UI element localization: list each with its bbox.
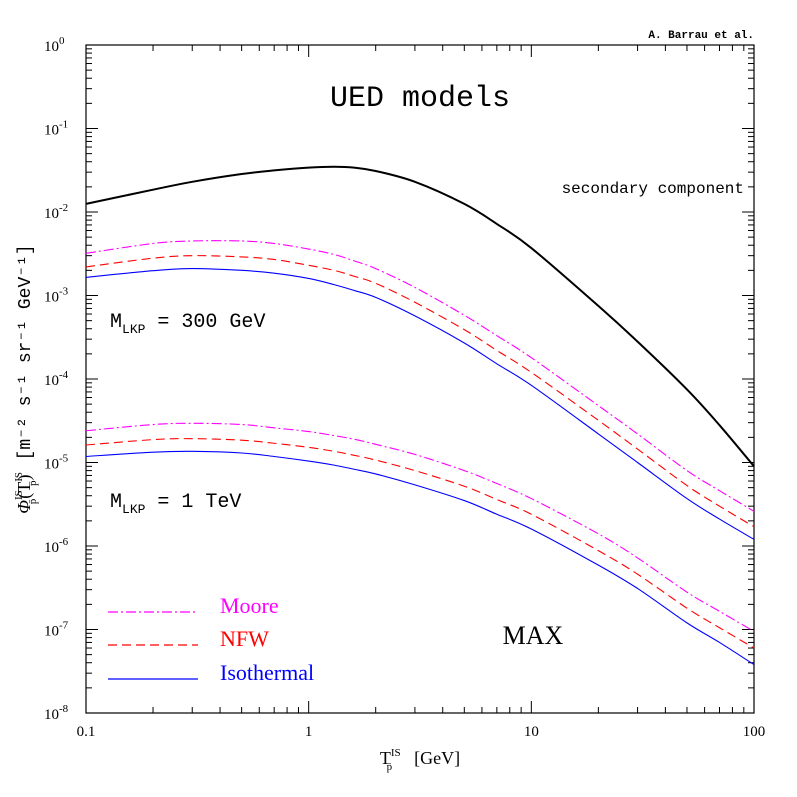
y-tick-base: 10 [44, 540, 59, 556]
y-axis-units: [m⁻² s⁻¹ sr⁻¹ GeV⁻¹] [16, 244, 36, 460]
legend-label-isothermal: Isothermal [220, 660, 314, 685]
y-axis-label: ΦISp̄(TISp̄)[m⁻² s⁻¹ sr⁻¹ GeV⁻¹] [13, 244, 39, 513]
y-axis-argument-subscript: p̄ [27, 480, 39, 486]
credit-label: A. Barrau et al. [648, 30, 754, 42]
axis-ticks [85, 45, 754, 714]
y-tick-exponent: -5 [59, 453, 69, 465]
mass-label-1tev: MLKP = 1 TeV [110, 491, 241, 517]
x-axis-label: TIS p̄ [GeV] [380, 747, 460, 773]
curve-secondary-component [85, 165, 755, 467]
x-tick-label: 100 [743, 724, 766, 740]
x-axis-superscript: IS [391, 747, 401, 759]
y-tick-exponent: -6 [59, 536, 69, 548]
legend-label-moore: Moore [220, 593, 279, 618]
y-tick-base: 10 [44, 39, 59, 55]
x-axis-subscript: p̄ [387, 761, 393, 773]
mass-value: = 300 GeV [157, 311, 265, 334]
y-tick-label: 10-5 [44, 453, 69, 473]
mass-subscript: LKP [122, 322, 146, 337]
y-tick-exponent: -3 [59, 286, 69, 298]
y-tick-label: 10-8 [44, 703, 69, 723]
y-tick-base: 10 [44, 290, 59, 306]
y-tick-exponent: -7 [59, 620, 69, 632]
y-tick-label: 100 [44, 35, 65, 55]
legend-label-nfw: NFW [220, 626, 269, 651]
y-axis-subscript: p̄ [27, 498, 39, 504]
curve-nfw-300gev [85, 255, 755, 528]
y-axis-argument-superscript: IS [13, 472, 25, 482]
y-axis-superscript: IS [13, 490, 25, 500]
mass-symbol: M [110, 311, 122, 334]
y-tick-label: 10-7 [44, 620, 69, 640]
curve-moore-1tev [85, 422, 755, 632]
x-axis-unit: [GeV] [414, 748, 460, 768]
y-tick-label: 10-1 [44, 119, 68, 139]
y-tick-exponent: -2 [59, 202, 68, 214]
y-tick-base: 10 [44, 206, 59, 222]
y-tick-label: 10-4 [44, 369, 69, 389]
plot-frame [85, 44, 755, 714]
y-tick-exponent: -8 [59, 703, 69, 715]
y-tick-label: 10-6 [44, 536, 69, 556]
y-tick-label: 10-3 [44, 286, 69, 306]
y-tick-label: 10-2 [44, 202, 68, 222]
y-tick-exponent: -1 [59, 119, 68, 131]
legend: Moore NFW Isothermal [108, 593, 314, 685]
x-tick-labels: 0.1 1 10 100 [77, 724, 766, 740]
chart-title: UED models [330, 82, 510, 116]
y-axis-symbol: Φ [14, 500, 34, 514]
series-curves [85, 165, 755, 666]
y-tick-base: 10 [44, 457, 59, 473]
x-axis-symbol: T [380, 748, 391, 768]
curve-nfw-1tev [85, 438, 755, 649]
secondary-component-label: secondary component [562, 180, 744, 198]
max-label: MAX [503, 621, 564, 650]
mass-value: = 1 TeV [157, 491, 241, 514]
y-tick-base: 10 [44, 707, 59, 723]
y-tick-base: 10 [44, 373, 59, 389]
curve-moore-300gev [85, 240, 755, 512]
x-tick-label: 1 [305, 724, 313, 740]
mass-label-300gev: MLKP = 300 GeV [110, 311, 265, 337]
y-tick-exponent: 0 [59, 35, 65, 47]
x-tick-label: 0.1 [77, 724, 96, 740]
y-tick-base: 10 [44, 123, 59, 139]
y-tick-base: 10 [44, 624, 59, 640]
mass-symbol: M [110, 491, 122, 514]
curve-isothermal-300gev [85, 268, 755, 540]
y-axis-argument-open: (T [14, 482, 35, 499]
x-tick-label: 10 [524, 724, 539, 740]
curve-isothermal-1tev [85, 450, 755, 666]
y-tick-exponent: -4 [59, 369, 69, 381]
mass-subscript: LKP [122, 502, 146, 517]
y-axis-argument-close: ) [14, 474, 35, 480]
